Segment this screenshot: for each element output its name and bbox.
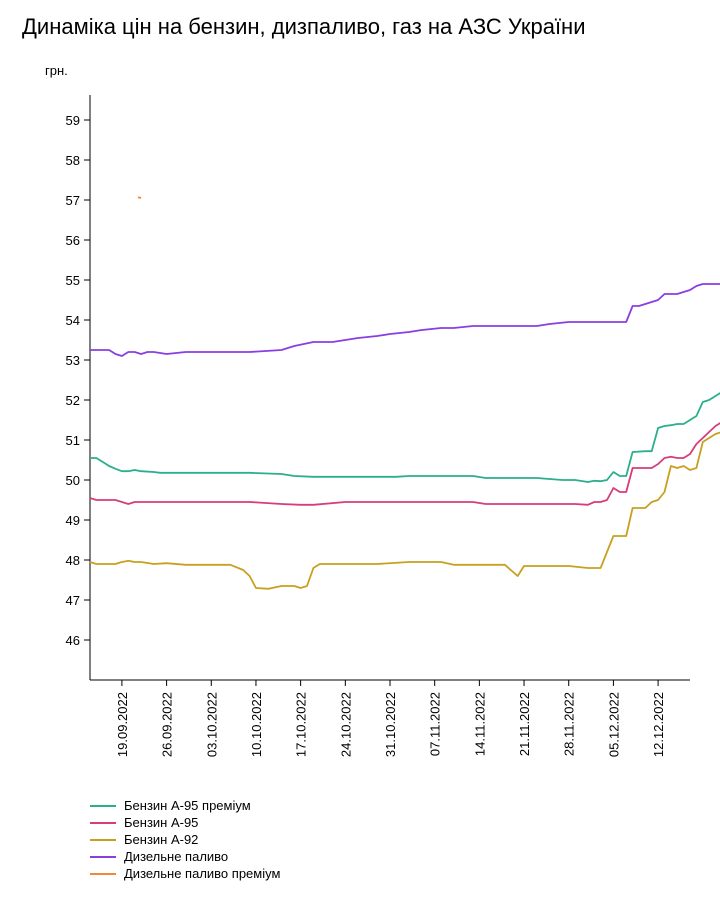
series-line xyxy=(90,392,720,483)
series-line xyxy=(90,283,720,357)
y-tick-label: 56 xyxy=(66,233,80,248)
y-tick-label: 50 xyxy=(66,473,80,488)
y-tick-label: 57 xyxy=(66,193,80,208)
legend-item[interactable]: Бензин А-95 xyxy=(90,814,280,831)
legend-label: Бензин А-92 xyxy=(124,832,199,847)
y-tick-label: 51 xyxy=(66,433,80,448)
legend-item[interactable]: Бензин А-95 преміум xyxy=(90,797,280,814)
legend-swatch xyxy=(90,855,116,858)
y-tick-label: 59 xyxy=(66,113,80,128)
y-tick-label: 49 xyxy=(66,513,80,528)
y-tick-label: 53 xyxy=(66,353,80,368)
y-tick-label: 48 xyxy=(66,553,80,568)
y-axis-ticks: 46 47 48 49 50 51 52 53 54 55 56 57 58 59 xyxy=(66,113,90,648)
legend-item[interactable]: Дизельне паливо xyxy=(90,848,280,865)
x-tick-label: 07.11.2022 xyxy=(428,692,443,756)
legend-swatch xyxy=(90,804,116,807)
chart-title: Динаміка цін на бензин, дизпаливо, газ н… xyxy=(22,14,586,39)
x-tick-label: 10.10.2022 xyxy=(249,692,264,757)
x-tick-label: 03.10.2022 xyxy=(204,692,219,757)
series-line xyxy=(89,422,720,506)
legend-item[interactable]: Дизельне паливо преміум xyxy=(90,865,280,882)
y-axis-unit-label: грн. xyxy=(45,63,68,78)
legend-label: Дизельне паливо преміум xyxy=(124,866,281,881)
y-tick-label: 55 xyxy=(66,273,80,288)
series-line xyxy=(137,196,142,199)
x-tick-label: 26.09.2022 xyxy=(160,692,175,757)
legend-item[interactable]: Бензин А-92 xyxy=(90,831,280,848)
x-tick-label: 14.11.2022 xyxy=(472,692,487,756)
x-tick-label: 24.10.2022 xyxy=(338,692,353,757)
y-tick-label: 52 xyxy=(66,393,80,408)
x-tick-label: 19.09.2022 xyxy=(115,692,130,757)
legend-swatch xyxy=(90,838,116,841)
legend-label: Бензин А-95 преміум xyxy=(124,798,251,813)
x-tick-label: 12.12.2022 xyxy=(651,692,666,757)
x-tick-label: 05.12.2022 xyxy=(606,692,621,757)
legend-label: Бензин А-95 xyxy=(124,815,199,830)
y-tick-label: 58 xyxy=(66,153,80,168)
y-tick-label: 54 xyxy=(66,313,80,328)
x-axis-ticks: 19.09.2022 26.09.2022 03.10.2022 10.10.2022… xyxy=(115,680,666,757)
x-tick-label: 28.11.2022 xyxy=(562,692,577,756)
line-chart: грн. 46 47 48 49 50 51 52 53 54 55 56 57 58 59 19.09.… xyxy=(45,63,720,757)
x-tick-label: 21.11.2022 xyxy=(517,692,532,756)
x-tick-label: 17.10.2022 xyxy=(294,692,309,757)
chart-series xyxy=(89,196,720,590)
legend-label: Дизельне паливо xyxy=(124,849,229,864)
y-tick-label: 47 xyxy=(66,593,80,608)
series-line xyxy=(89,431,720,590)
y-tick-label: 46 xyxy=(66,633,80,648)
legend-swatch xyxy=(90,872,116,875)
chart-legend: Бензин А-95 преміум Бензин А-95 Бензин А… xyxy=(90,797,280,882)
legend-swatch xyxy=(90,821,116,824)
chart-axes xyxy=(89,95,690,681)
x-tick-label: 31.10.2022 xyxy=(383,692,398,757)
